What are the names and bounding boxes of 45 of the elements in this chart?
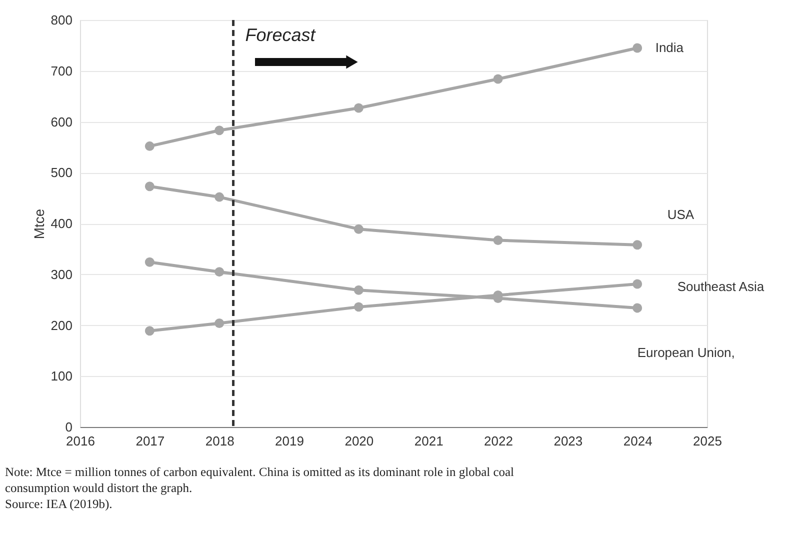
point <box>354 285 364 295</box>
point <box>632 240 642 250</box>
x-tick-label: 2019 <box>275 434 304 448</box>
point <box>214 318 224 328</box>
point <box>144 257 154 267</box>
x-tick-label: 2025 <box>693 434 722 448</box>
text: European Union, <box>637 344 735 360</box>
y-tick-label: 800 <box>50 12 72 28</box>
y-tick-label: 200 <box>50 318 72 333</box>
y-tick-label: 100 <box>50 368 72 384</box>
x-tick-label: 2024 <box>623 434 652 448</box>
y-axis-title: Mtce <box>30 208 47 240</box>
point <box>144 141 154 151</box>
point <box>632 43 642 53</box>
y-tick-label: 300 <box>50 266 72 282</box>
point <box>214 267 224 277</box>
y-tick-label: 400 <box>50 216 72 231</box>
x-tick-label: 2023 <box>554 434 583 448</box>
source-note: Source: IEA (2019b). <box>5 497 112 511</box>
x-tick-label: 2021 <box>414 434 444 448</box>
series-label: India <box>655 40 684 55</box>
point <box>144 182 154 192</box>
text: USA <box>667 206 694 222</box>
x-tick-label: 2017 <box>136 434 165 448</box>
x-tick-label: 2020 <box>344 434 374 448</box>
y-tick-label: 0 <box>65 420 72 434</box>
text: Note: Mtce = million tonnes of carbon equivalent. China is omitted as its dominant role in global coal consumption would distort the graph. <box>5 465 515 495</box>
point <box>632 303 642 313</box>
x-tick-label: 2022 <box>484 434 513 448</box>
point <box>632 279 642 289</box>
annotation: Forecast <box>245 25 316 45</box>
point <box>493 74 503 84</box>
point <box>354 302 364 312</box>
point <box>354 224 364 234</box>
point <box>214 126 224 136</box>
y-tick-label: 700 <box>50 63 72 78</box>
x-tick-label: 2016 <box>66 434 95 448</box>
y-tick-label: 500 <box>50 165 72 180</box>
x-tick-label: 2018 <box>205 434 234 448</box>
y-tick-label: 600 <box>50 114 72 130</box>
point <box>493 236 503 246</box>
point <box>354 103 364 113</box>
point <box>214 192 224 202</box>
point <box>144 326 154 336</box>
text: Southeast Asia <box>677 279 765 294</box>
